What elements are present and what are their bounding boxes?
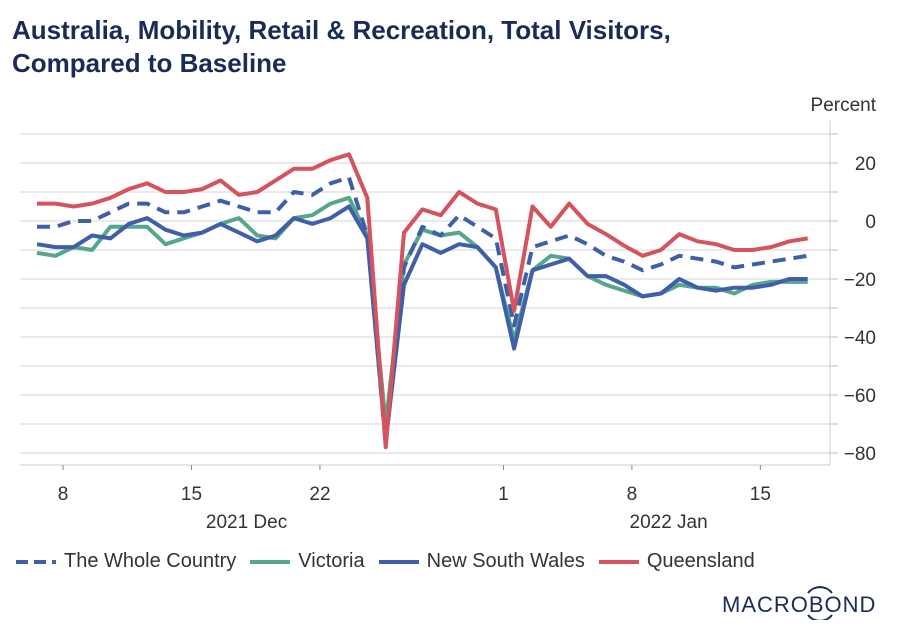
legend-swatch (378, 559, 419, 564)
chart-title: Australia, Mobility, Retail & Recreation… (12, 14, 892, 80)
series-line-new-south-wales (36, 204, 808, 444)
legend-label: The Whole Country (64, 550, 237, 572)
legend-swatch (598, 559, 639, 564)
legend: The Whole Country Victoria New South Wales… (14, 550, 767, 573)
x-tick-label: 22 (309, 484, 330, 505)
y-axis-label: Percent (811, 95, 877, 116)
gridlines (20, 133, 830, 454)
y-tick-label: 0 (865, 212, 876, 233)
legend-swatch (16, 559, 56, 564)
y-tick-label: −80 (844, 444, 876, 465)
y-tick-label: −20 (844, 270, 876, 291)
series-line-the-whole-country (37, 175, 809, 447)
x-tick-label: 8 (58, 484, 69, 505)
legend-label: New South Wales (426, 550, 585, 572)
x-tick-label: 15 (181, 484, 202, 505)
y-tick-label: −60 (844, 386, 876, 407)
title-line-1: Australia, Mobility, Retail & Recreation… (12, 15, 671, 45)
legend-label: Queensland (646, 550, 755, 572)
legend-swatch (250, 559, 291, 564)
legend-item: New South Wales (377, 550, 585, 573)
series-lines (36, 152, 809, 450)
x-tick-label: 8 (627, 484, 638, 505)
x-group-label: 2021 Dec (206, 512, 287, 533)
x-group-label: 2022 Jan (630, 512, 708, 533)
x-tick-label: 1 (498, 484, 509, 505)
legend-item: The Whole Country (14, 550, 236, 573)
legend-label: Victoria (298, 550, 365, 572)
y-tick-label: −40 (844, 328, 876, 349)
series-line-queensland (37, 152, 809, 450)
legend-item: Victoria (248, 550, 365, 573)
title-line-2: Compared to Baseline (12, 48, 287, 78)
x-tick-label: 15 (750, 484, 771, 505)
svg-text:MACROBOND: MACROBOND (722, 592, 876, 617)
y-tick-label: 20 (855, 154, 876, 175)
macrobond-logo: MACROBOND (720, 584, 890, 625)
legend-item: Queensland (597, 550, 755, 573)
